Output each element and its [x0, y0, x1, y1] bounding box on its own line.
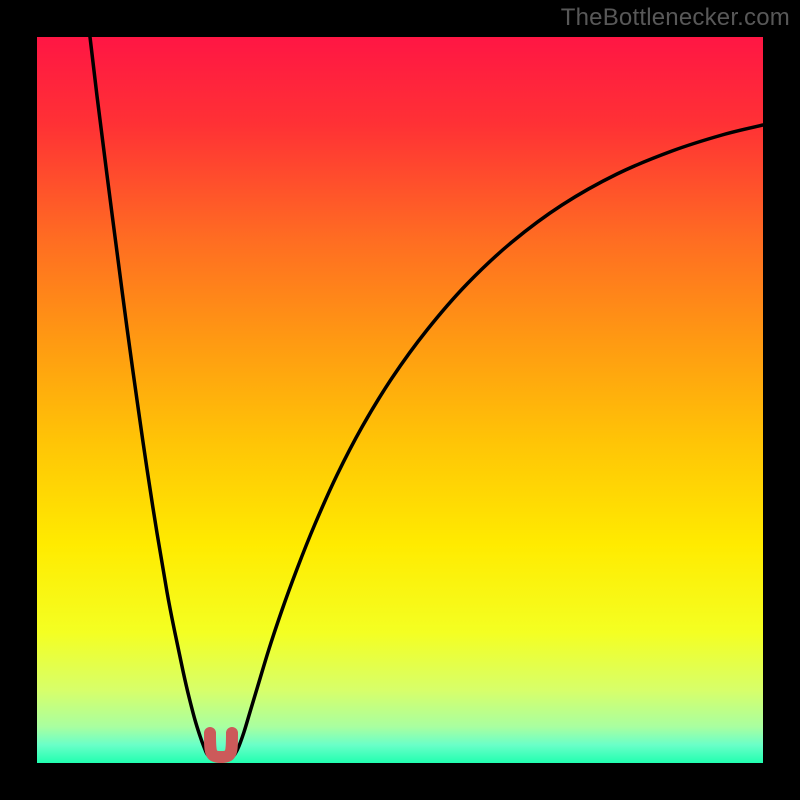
watermark-text: TheBottlenecker.com: [561, 4, 790, 32]
chart-container: TheBottlenecker.com: [0, 0, 800, 800]
plot-area: [37, 37, 763, 763]
bottleneck-chart: [0, 0, 800, 800]
